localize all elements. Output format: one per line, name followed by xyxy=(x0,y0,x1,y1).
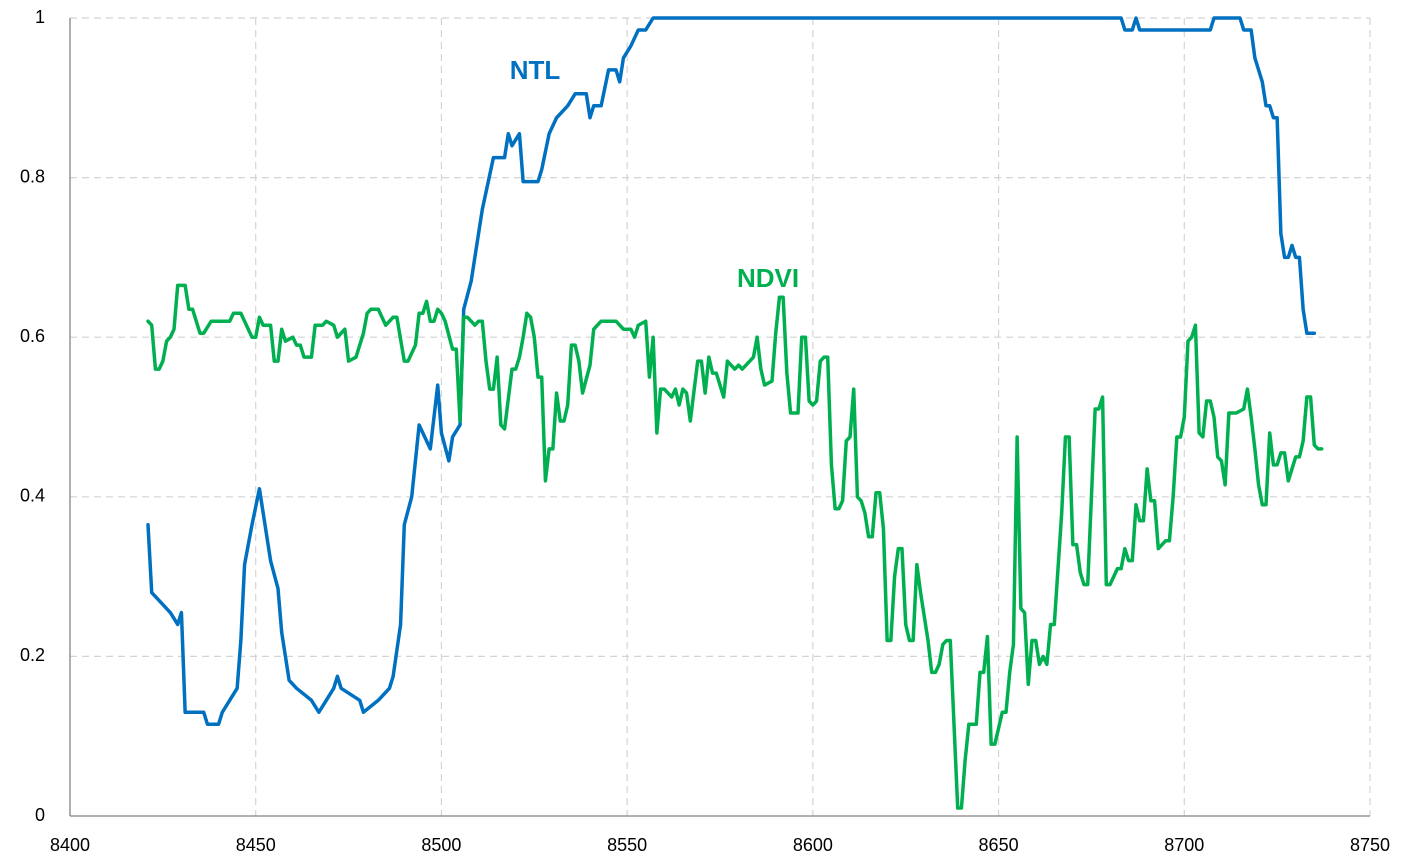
series: NTL NDVI xyxy=(146,16,1324,810)
x-tick-label: 8450 xyxy=(236,835,276,855)
y-tick-label: 0.6 xyxy=(20,326,45,346)
y-tick-label: 0.4 xyxy=(20,486,45,506)
x-tick-label: 8650 xyxy=(979,835,1019,855)
series-label: NDVI xyxy=(737,263,799,293)
x-tick-label: 8750 xyxy=(1350,835,1390,855)
x-tick-label: 8400 xyxy=(50,835,90,855)
series-label: NTL xyxy=(510,55,561,85)
x-tick-label: 8500 xyxy=(421,835,461,855)
line-series xyxy=(146,283,1324,810)
line-series xyxy=(146,16,1317,726)
x-tick-label: 8600 xyxy=(793,835,833,855)
y-tick-label: 0.8 xyxy=(20,166,45,186)
grid xyxy=(69,17,1371,817)
y-tick-label: 0.2 xyxy=(20,645,45,665)
y-tick-label: 0 xyxy=(35,805,45,825)
axes xyxy=(69,18,1370,817)
x-tick-label: 8550 xyxy=(607,835,647,855)
tick-labels: 0 0.2 0.4 0.6 0.8 1 8400 8450 8500 8550 8600 8650 87… xyxy=(20,7,1390,855)
y-tick-label: 1 xyxy=(35,7,45,27)
x-tick-label: 8700 xyxy=(1164,835,1204,855)
